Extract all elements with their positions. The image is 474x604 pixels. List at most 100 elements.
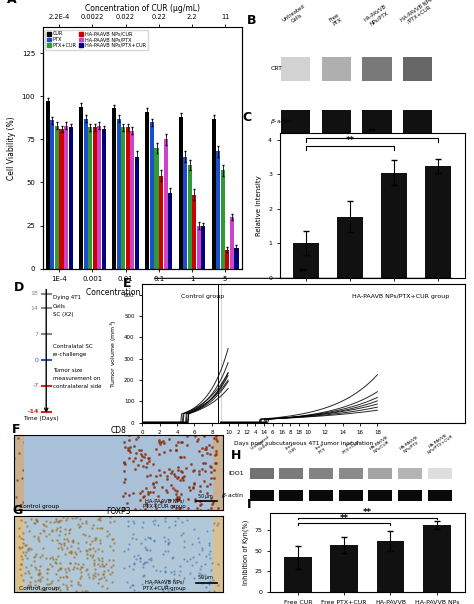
Text: Control group: Control group xyxy=(19,586,59,591)
Point xyxy=(121,536,128,545)
Point xyxy=(155,230,162,240)
Text: C: C xyxy=(243,111,252,124)
Point xyxy=(0,40,3,50)
Point xyxy=(174,41,182,51)
Point xyxy=(77,297,85,306)
Text: HA-PAVVB NPs
/PTX+CUR: HA-PAVVB NPs /PTX+CUR xyxy=(400,0,436,28)
Text: D: D xyxy=(13,281,24,294)
Text: contralateral side: contralateral side xyxy=(53,384,101,389)
Point xyxy=(83,223,91,233)
Text: HA-PAVVB
NPs/PTX: HA-PAVVB NPs/PTX xyxy=(363,4,391,28)
Point xyxy=(109,103,117,112)
Point xyxy=(180,0,188,5)
Point xyxy=(0,243,7,253)
Bar xyxy=(309,490,333,501)
Point xyxy=(39,313,47,323)
Point xyxy=(88,501,95,511)
Bar xyxy=(192,194,196,269)
Text: SC (X2): SC (X2) xyxy=(53,312,73,317)
Bar xyxy=(112,108,116,269)
Point xyxy=(73,429,80,439)
Bar xyxy=(250,468,274,479)
Bar xyxy=(88,127,92,269)
Point xyxy=(130,349,137,358)
Point xyxy=(106,488,114,498)
Point xyxy=(129,162,137,172)
Point xyxy=(128,358,136,367)
Text: 14: 14 xyxy=(31,306,38,311)
Bar xyxy=(403,110,432,134)
Point xyxy=(82,479,89,489)
Point xyxy=(179,225,187,234)
Point xyxy=(105,372,112,382)
Point xyxy=(103,46,110,56)
Point xyxy=(87,449,95,458)
Point xyxy=(129,449,137,458)
Point xyxy=(59,239,66,249)
Point xyxy=(67,341,74,350)
Text: 7: 7 xyxy=(35,332,38,336)
Point xyxy=(77,143,85,152)
Bar xyxy=(322,110,351,134)
Point xyxy=(36,455,43,465)
Point xyxy=(200,297,208,306)
Point xyxy=(40,503,48,512)
Point xyxy=(119,429,127,439)
Point xyxy=(155,302,162,312)
Point xyxy=(149,286,157,296)
Point xyxy=(114,370,121,379)
Point xyxy=(157,231,165,240)
Point xyxy=(63,291,71,301)
Point xyxy=(118,113,126,123)
Point xyxy=(116,245,124,255)
Point xyxy=(100,542,108,552)
Point xyxy=(4,383,11,393)
Text: Free
PTX+CUR: Free PTX+CUR xyxy=(340,436,362,455)
X-axis label: Concentration of PTX (μg/mL): Concentration of PTX (μg/mL) xyxy=(85,288,199,297)
Point xyxy=(187,446,195,455)
Point xyxy=(173,410,180,420)
Point xyxy=(166,99,173,109)
Bar xyxy=(97,126,101,269)
Point xyxy=(65,320,73,329)
Point xyxy=(189,412,197,422)
Bar xyxy=(368,468,392,479)
Point xyxy=(143,85,151,94)
X-axis label: Days post subcutaneous 4T1 tumor inoculation: Days post subcutaneous 4T1 tumor inocula… xyxy=(234,441,373,446)
Bar xyxy=(398,490,422,501)
Bar xyxy=(159,176,163,269)
Point xyxy=(44,490,52,500)
Bar xyxy=(212,118,216,269)
Point xyxy=(109,181,117,190)
Text: Tumor size: Tumor size xyxy=(53,367,82,373)
Point xyxy=(128,72,135,82)
Point xyxy=(29,329,37,338)
Point xyxy=(108,498,116,507)
Point xyxy=(94,101,102,111)
Point xyxy=(46,22,54,32)
Point xyxy=(119,269,127,278)
Text: 18: 18 xyxy=(31,291,38,296)
Text: Free
PTX: Free PTX xyxy=(315,443,328,455)
Y-axis label: Tumor volume (mm$^3$): Tumor volume (mm$^3$) xyxy=(108,319,118,388)
Point xyxy=(64,348,72,358)
Point xyxy=(101,208,109,218)
Point xyxy=(109,111,117,121)
Point xyxy=(193,173,201,183)
Y-axis label: Inhibition of Kyn(%): Inhibition of Kyn(%) xyxy=(243,520,249,585)
Text: Dying 4T1: Dying 4T1 xyxy=(53,295,81,300)
Point xyxy=(106,285,114,295)
Bar xyxy=(201,226,205,269)
Text: **: ** xyxy=(363,508,372,517)
X-axis label: Concentration of CUR (μg/mL): Concentration of CUR (μg/mL) xyxy=(85,4,200,13)
Point xyxy=(177,397,184,406)
Bar xyxy=(279,468,303,479)
Text: E: E xyxy=(123,277,131,290)
Point xyxy=(158,386,166,396)
Bar xyxy=(279,490,303,501)
Text: H: H xyxy=(231,449,242,463)
Point xyxy=(49,94,57,104)
Bar xyxy=(281,57,310,81)
Point xyxy=(183,461,191,471)
Point xyxy=(172,96,180,106)
